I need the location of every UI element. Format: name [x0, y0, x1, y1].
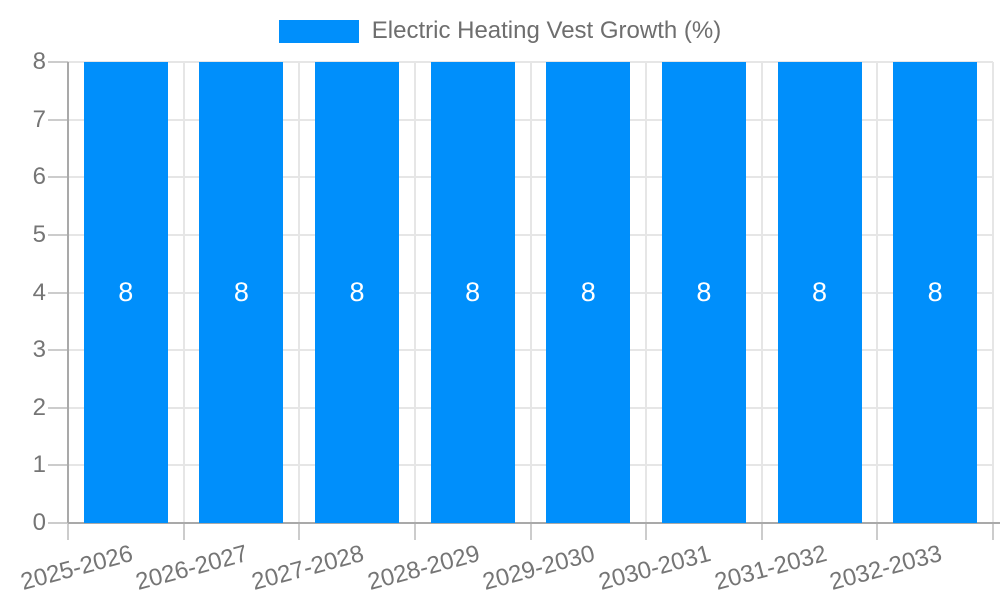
x-axis-tick — [182, 523, 185, 540]
x-axis-tick — [67, 523, 69, 540]
x-gridline — [529, 62, 532, 523]
bar-value-label: 8 — [349, 276, 365, 307]
bar[interactable] — [199, 62, 284, 523]
y-axis-line — [67, 62, 69, 523]
bar-value-label: 8 — [580, 276, 596, 307]
y-axis-tick — [48, 464, 68, 467]
x-gridline — [298, 62, 301, 523]
y-axis-tick — [48, 233, 68, 236]
bar[interactable] — [546, 62, 631, 523]
legend: Electric Heating Vest Growth (%) — [0, 17, 1000, 45]
bar[interactable] — [893, 62, 978, 523]
y-axis-tick — [48, 522, 68, 524]
x-gridline — [760, 62, 763, 523]
bar-value-label: 8 — [118, 276, 134, 307]
y-tick-label: 1 — [32, 451, 46, 479]
y-axis-tick — [48, 118, 68, 121]
bar[interactable] — [83, 62, 168, 523]
x-gridline — [182, 62, 185, 523]
y-tick-label: 4 — [32, 278, 46, 306]
bar-value-label: 8 — [465, 276, 481, 307]
x-axis-tick — [992, 523, 994, 540]
y-tick-label: 5 — [32, 220, 46, 248]
x-axis-tick — [298, 523, 301, 540]
bar[interactable] — [430, 62, 515, 523]
x-gridline — [876, 62, 879, 523]
bar[interactable] — [777, 62, 862, 523]
legend-item[interactable]: Electric Heating Vest Growth (%) — [278, 17, 722, 45]
bar[interactable] — [661, 62, 746, 523]
x-axis-line — [68, 522, 1000, 524]
y-axis-tick — [48, 349, 68, 352]
x-axis-tick — [876, 523, 879, 540]
y-axis-tick — [48, 406, 68, 409]
bar-value-label: 8 — [927, 276, 943, 307]
y-axis-tick — [48, 176, 68, 179]
x-axis-tick — [760, 523, 763, 540]
x-gridline — [992, 62, 994, 523]
bar-value-label: 8 — [812, 276, 828, 307]
legend-label: Electric Heating Vest Growth (%) — [371, 17, 722, 44]
x-axis-tick — [645, 523, 648, 540]
y-tick-label: 6 — [32, 163, 46, 191]
y-axis-tick — [48, 61, 68, 63]
x-axis-tick — [413, 523, 416, 540]
y-tick-label: 7 — [32, 105, 46, 133]
x-axis-tick — [529, 523, 532, 540]
legend-swatch-icon — [278, 19, 359, 43]
x-gridline — [645, 62, 648, 523]
y-tick-label: 3 — [32, 336, 46, 364]
bar[interactable] — [315, 62, 400, 523]
y-tick-label: 2 — [32, 393, 46, 421]
y-tick-label: 8 — [32, 48, 46, 75]
y-axis-tick — [48, 291, 68, 294]
bar-value-label: 8 — [696, 276, 712, 307]
x-gridline — [413, 62, 416, 523]
y-tick-label: 0 — [32, 509, 46, 536]
bar-value-label: 8 — [233, 276, 249, 307]
